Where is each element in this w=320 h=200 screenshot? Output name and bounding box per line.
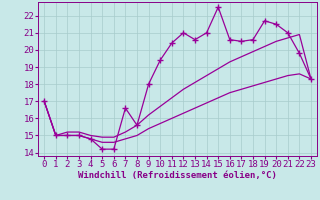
X-axis label: Windchill (Refroidissement éolien,°C): Windchill (Refroidissement éolien,°C) xyxy=(78,171,277,180)
